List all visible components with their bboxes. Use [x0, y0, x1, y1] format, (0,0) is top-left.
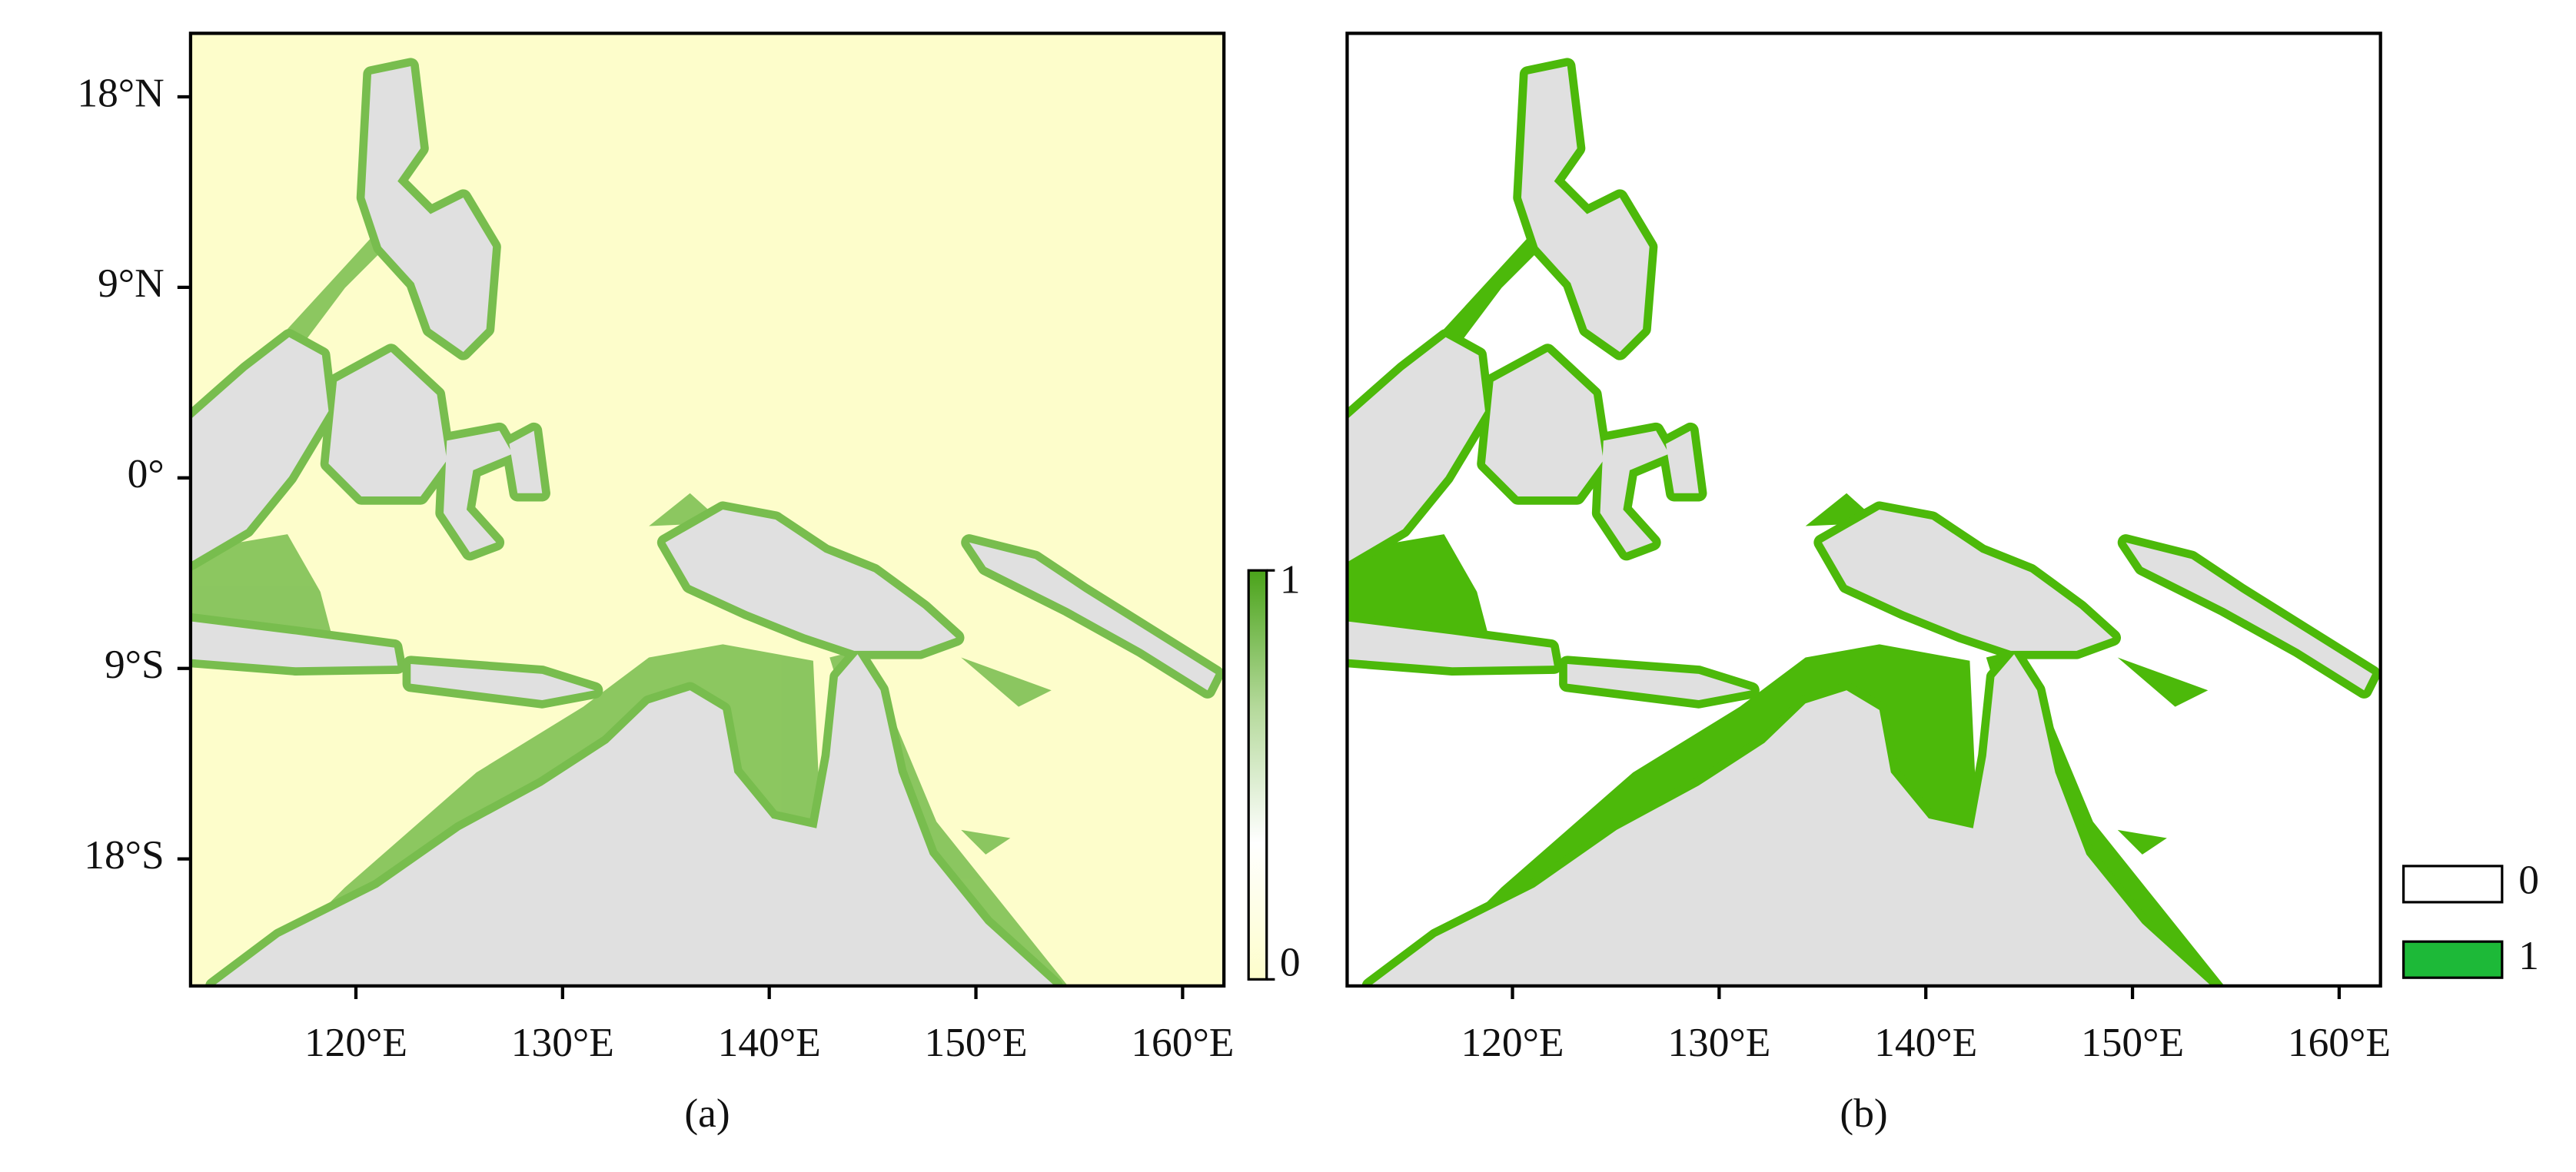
y-tick-label: 0° [128, 450, 165, 496]
x-tick-label: 130°E [511, 1019, 614, 1065]
legend-swatch [2401, 940, 2504, 979]
legend-label: 1 [2518, 932, 2539, 978]
map-frame [188, 32, 1226, 988]
x-tick-label: 150°E [924, 1019, 1027, 1065]
y-tick-label: 18°N [77, 69, 164, 115]
x-tick-label: 160°E [1131, 1019, 1234, 1065]
colorbar [1247, 569, 1268, 981]
x-tick-label: 140°E [718, 1019, 821, 1065]
x-tick-label: 120°E [1461, 1019, 1564, 1065]
colorbar-label: 0 [1280, 939, 1301, 985]
y-tick-label: 9°N [98, 260, 165, 306]
x-tick-label: 150°E [2081, 1019, 2184, 1065]
x-tick-label: 120°E [304, 1019, 407, 1065]
panel-caption: (a) [684, 1090, 730, 1136]
panel-caption: (b) [1840, 1090, 1887, 1136]
colorbar-label: 1 [1280, 556, 1301, 603]
map-frame [1345, 32, 2382, 988]
x-tick-label: 130°E [1667, 1019, 1770, 1065]
x-tick-label: 140°E [1874, 1019, 1977, 1065]
legend-swatch [2401, 865, 2504, 904]
legend-label: 0 [2518, 857, 2539, 903]
y-tick-label: 18°S [84, 832, 164, 878]
y-tick-label: 9°S [105, 641, 165, 687]
x-tick-label: 160°E [2288, 1019, 2391, 1065]
